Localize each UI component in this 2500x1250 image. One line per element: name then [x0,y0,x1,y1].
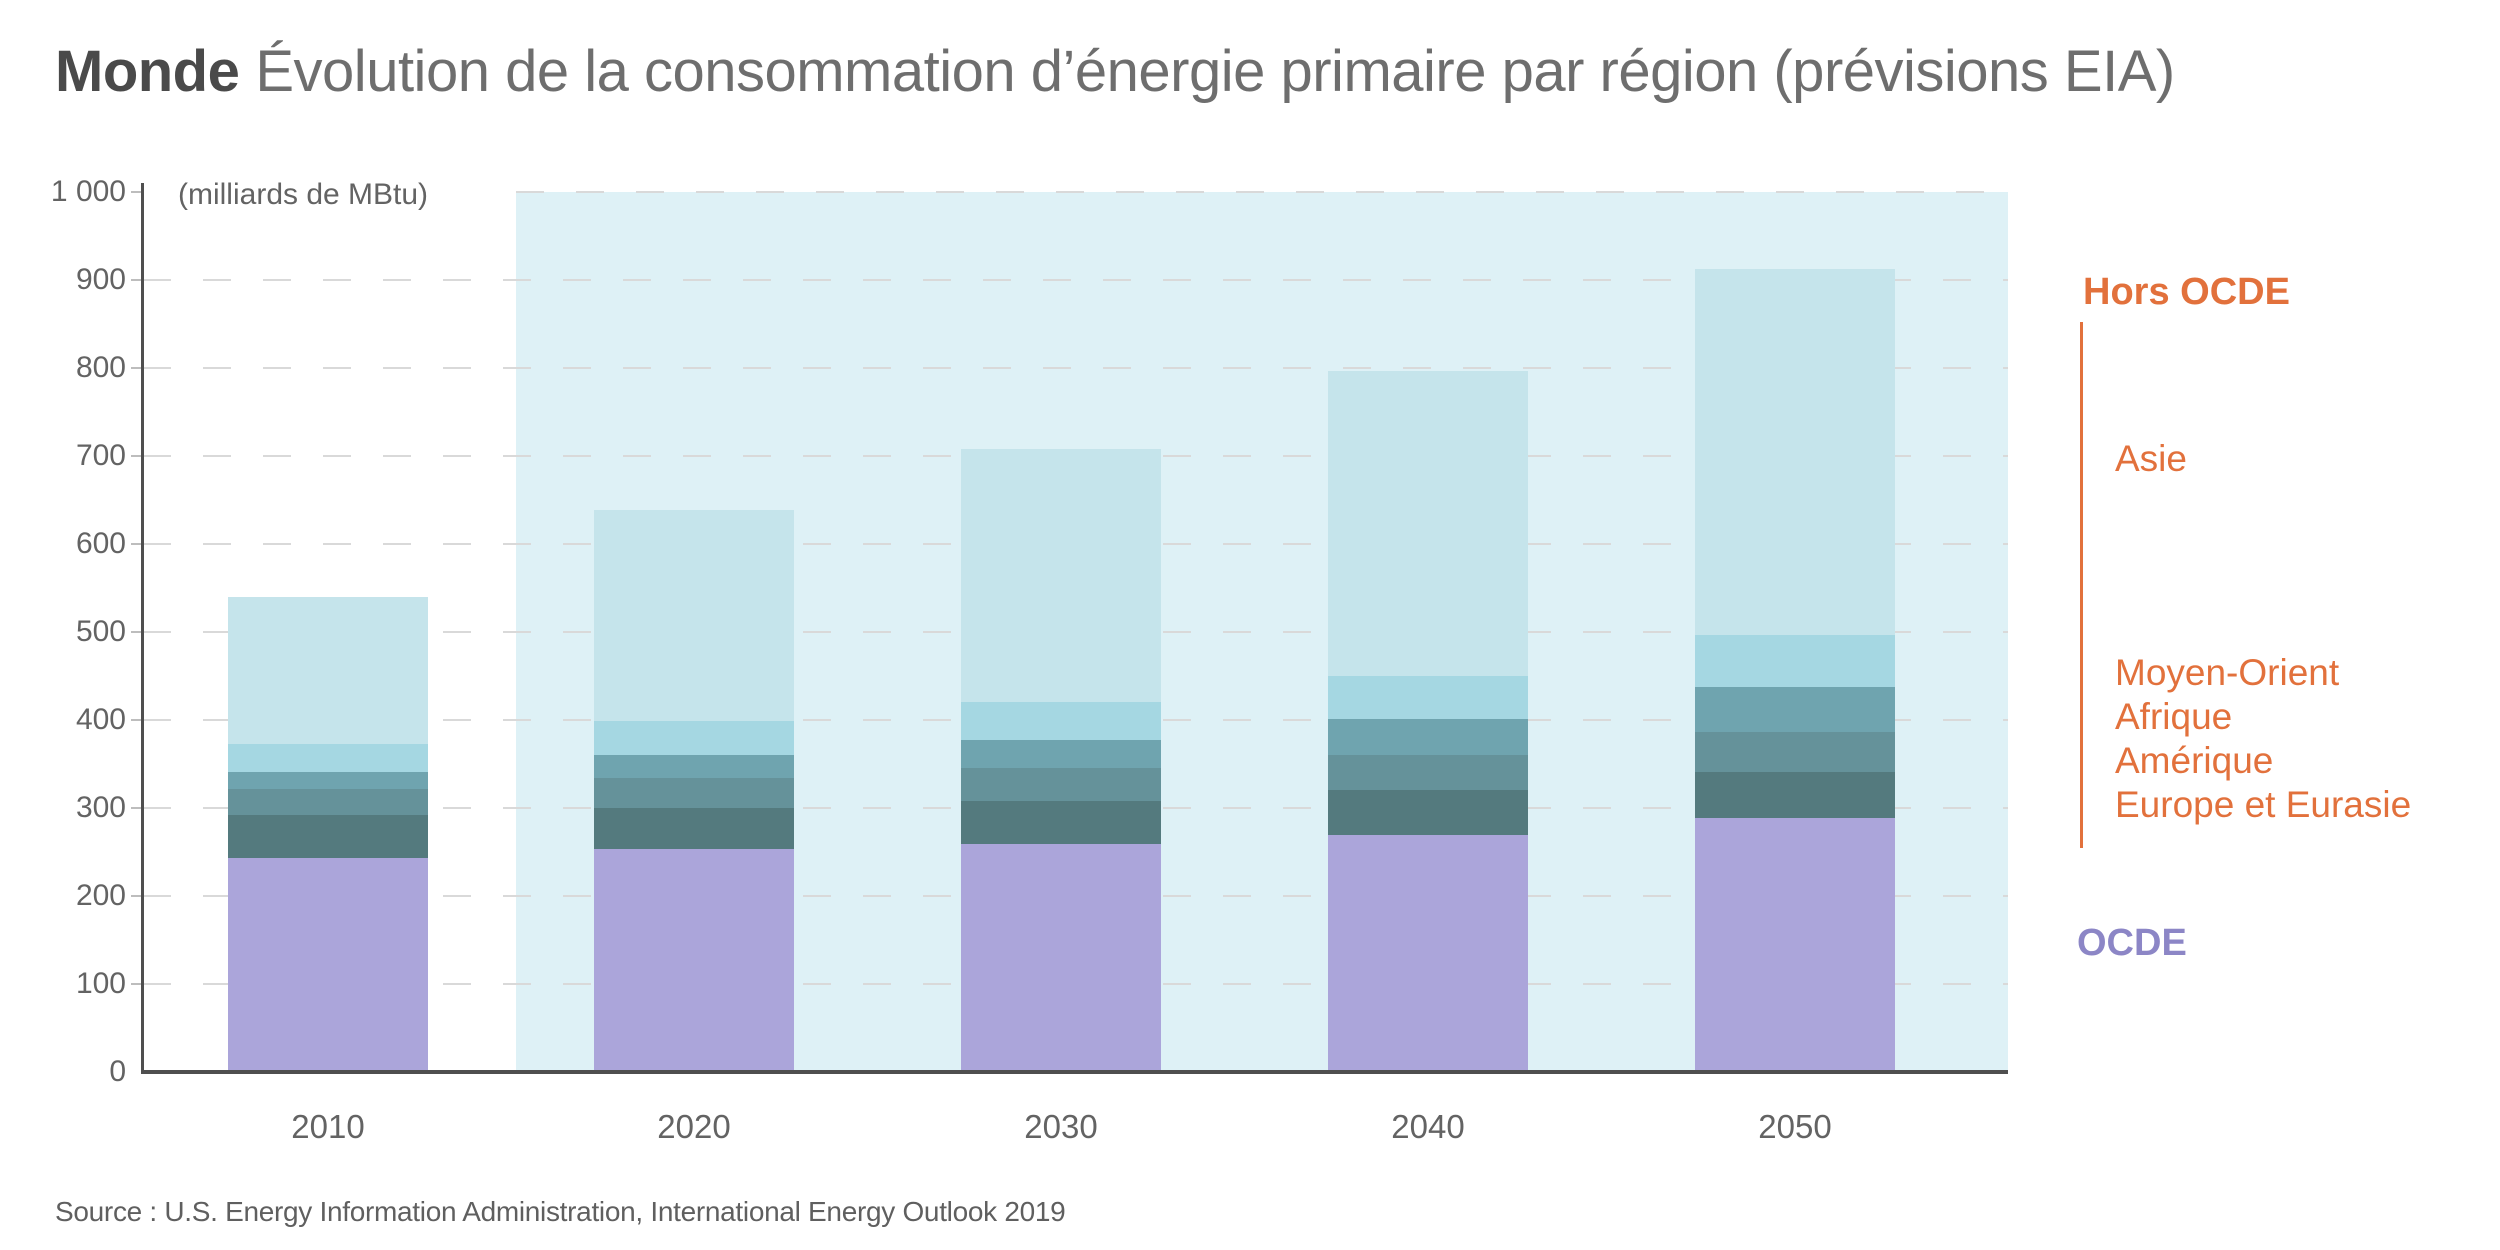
y-tick-300 [131,807,141,809]
bar-segment-moyen-orient-2050 [1695,635,1895,688]
bar-segment-europe-et-eurasie-2050 [1695,771,1895,819]
legend-item-asie: Asie [2115,438,2187,479]
source-caption: Source : U.S. Energy Information Adminis… [55,1196,1066,1227]
bar-segment-europe-et-eurasie-2020 [594,807,794,850]
bar-segment-am-rique-2010 [228,789,428,815]
chart-title-text: Évolution de la consommation d’énergie p… [255,39,2175,104]
bar-segment-afrique-2020 [594,754,794,778]
x-axis-label-2020: 2020 [657,1108,731,1145]
y-axis-label-600: 600 [75,527,126,560]
bar-segment-ocde-2010 [228,857,428,1070]
y-axis-label-800: 800 [75,351,126,384]
legend-item-europe-et-eurasie: Europe et Eurasie [2115,784,2412,825]
bar-2010 [228,596,428,1070]
bar-segment-asie-2020 [594,510,794,721]
bar-segment-asie-2050 [1695,269,1895,636]
y-tick-600 [131,543,141,545]
y-tick-1000 [131,191,141,193]
gridline-1000 [516,191,2008,193]
bar-segment-ocde-2040 [1328,835,1528,1070]
chart-title-region: Monde [55,39,240,104]
bar-segment-afrique-2010 [228,771,428,790]
y-axis-label-900: 900 [75,263,126,296]
bar-segment-europe-et-eurasie-2010 [228,814,428,858]
gridline-900 [143,279,2008,281]
x-axis-label-2030: 2030 [1024,1108,1098,1145]
y-axis-label-1000: 1 000 [50,175,126,208]
y-axis-label-200: 200 [75,879,126,912]
y-tick-200 [131,895,141,897]
bar-segment-ocde-2020 [594,849,794,1070]
bar-segment-moyen-orient-2010 [228,744,428,772]
y-axis-label-500: 500 [75,615,126,648]
bar-segment-afrique-2040 [1328,718,1528,755]
legend-item-am-rique: Amérique [2115,740,2274,781]
bar-segment-am-rique-2020 [594,777,794,808]
bar-segment-europe-et-eurasie-2030 [961,800,1161,844]
bar-segment-afrique-2050 [1695,687,1895,733]
bar-segment-ocde-2030 [961,843,1161,1070]
legend-item-moyen-orient: Moyen-Orient [2115,652,2340,693]
y-axis-label-100: 100 [75,967,126,1000]
y-axis-unit-label: (milliards de MBtu) [178,178,429,211]
bar-segment-europe-et-eurasie-2040 [1328,790,1528,835]
y-axis-label-300: 300 [75,791,126,824]
x-axis-label-2010: 2010 [291,1108,365,1145]
legend-hors-ocde-title: Hors OCDE [2083,271,2290,313]
y-tick-400 [131,719,141,721]
y-tick-800 [131,367,141,369]
chart-title: Monde Évolution de la consommation d’éner… [55,38,2175,105]
x-axis-label-2050: 2050 [1758,1108,1832,1145]
x-axis-label-2040: 2040 [1391,1108,1465,1145]
bar-2030 [961,448,1161,1070]
x-axis-line [143,1070,2008,1074]
bar-2040 [1328,371,1528,1070]
bar-segment-asie-2010 [228,596,428,745]
bar-segment-moyen-orient-2040 [1328,675,1528,719]
bar-segment-asie-2040 [1328,371,1528,676]
legend-ocde-title: OCDE [2077,922,2187,964]
bar-segment-afrique-2030 [961,739,1161,769]
y-axis-label-0: 0 [109,1055,126,1088]
y-tick-500 [131,631,141,633]
bar-segment-asie-2030 [961,448,1161,703]
bar-2050 [1695,269,1895,1070]
bar-segment-am-rique-2050 [1695,732,1895,772]
bar-segment-moyen-orient-2030 [961,702,1161,740]
bar-2020 [594,510,794,1070]
y-axis-label-700: 700 [75,439,126,472]
bar-segment-am-rique-2030 [961,768,1161,801]
y-axis-label-400: 400 [75,703,126,736]
y-tick-100 [131,983,141,985]
legend-item-afrique: Afrique [2115,696,2233,737]
y-axis-line [141,183,144,1074]
bar-segment-ocde-2050 [1695,818,1895,1070]
gridline-800 [143,367,2008,369]
y-tick-700 [131,455,141,457]
legend-hors-ocde-line [2080,322,2083,848]
bar-segment-am-rique-2040 [1328,754,1528,791]
bar-segment-moyen-orient-2020 [594,720,794,755]
y-tick-900 [131,279,141,281]
